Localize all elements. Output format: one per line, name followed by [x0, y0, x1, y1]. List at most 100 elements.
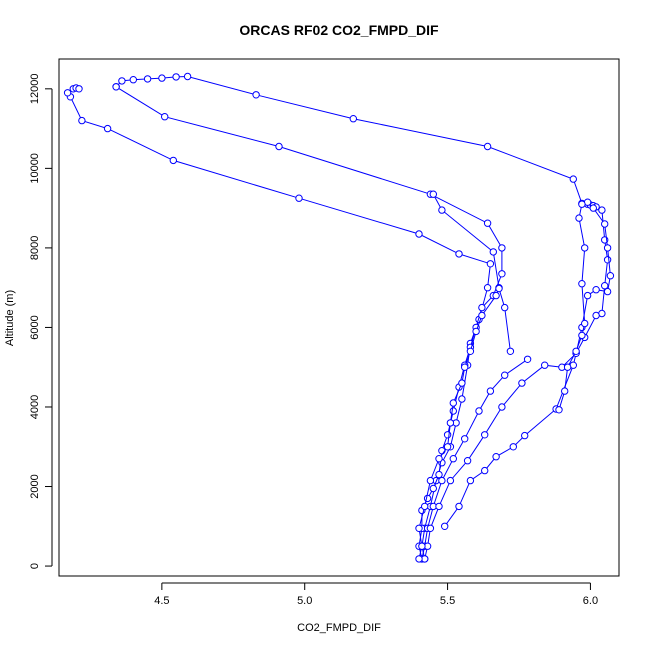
- data-point: [481, 431, 489, 439]
- data-point: [492, 453, 500, 461]
- data-point: [75, 85, 83, 93]
- data-point: [169, 156, 178, 165]
- data-point: [466, 347, 475, 355]
- data-point: [78, 116, 86, 125]
- data-point: [449, 399, 457, 407]
- data-point: [449, 455, 457, 463]
- data-point: [129, 76, 138, 84]
- data-point: [489, 248, 497, 256]
- data-point: [583, 291, 592, 300]
- data-point: [423, 494, 432, 503]
- data-point: [349, 115, 357, 123]
- data-point: [578, 331, 586, 340]
- data-point: [438, 206, 446, 214]
- data-point: [118, 77, 126, 85]
- series-line: [558, 204, 586, 410]
- data-point: [603, 287, 612, 296]
- data-point: [498, 270, 506, 278]
- data-point: [449, 407, 457, 415]
- data-point: [501, 371, 509, 379]
- data-point: [506, 347, 515, 355]
- data-point: [581, 244, 589, 252]
- data-point: [592, 311, 600, 320]
- data-point: [158, 74, 166, 82]
- data-point: [143, 75, 152, 83]
- data-point: [475, 407, 483, 415]
- data-point: [518, 379, 526, 387]
- data-point: [555, 406, 563, 414]
- series-layer: [63, 72, 615, 563]
- data-point: [603, 244, 612, 252]
- data-point: [426, 476, 435, 485]
- data-point: [458, 395, 466, 403]
- data-point: [461, 435, 469, 443]
- data-point: [103, 124, 112, 133]
- data-point: [429, 190, 437, 198]
- data-point: [481, 466, 489, 475]
- data-point: [581, 319, 589, 328]
- data-point: [426, 524, 435, 532]
- series-6: [415, 190, 503, 563]
- data-point: [606, 272, 615, 280]
- data-point: [415, 230, 423, 238]
- data-point: [443, 431, 452, 439]
- data-point: [438, 476, 446, 485]
- data-point: [509, 443, 517, 451]
- y-tick-label: 6000: [29, 315, 41, 339]
- y-axis: 0 2000 4000 6000 8000 10000 12000: [29, 74, 53, 569]
- data-point: [483, 219, 492, 227]
- data-point: [112, 83, 120, 91]
- data-point: [458, 379, 466, 387]
- data-point: [561, 387, 569, 395]
- data-point: [472, 327, 480, 336]
- data-point: [435, 502, 443, 511]
- data-point: [466, 476, 475, 485]
- data-point: [523, 355, 532, 363]
- data-point: [63, 89, 72, 97]
- x-tick-label: 5.5: [440, 595, 455, 607]
- data-point: [501, 303, 509, 312]
- y-tick-label: 2000: [29, 474, 41, 498]
- data-point: [483, 142, 492, 151]
- series-7: [555, 200, 589, 414]
- y-tick-label: 0: [29, 563, 41, 569]
- data-point: [492, 291, 500, 300]
- data-point: [455, 250, 463, 258]
- data-point: [421, 502, 429, 511]
- series-8: [495, 284, 515, 355]
- x-tick-label: 6.0: [583, 595, 598, 607]
- data-point: [498, 403, 506, 411]
- data-point: [438, 447, 446, 455]
- data-point: [463, 457, 472, 465]
- data-point: [455, 502, 463, 511]
- plot-frame: [58, 58, 620, 577]
- data-point: [183, 72, 192, 81]
- chart-title: ORCAS RF02 CO2_FMPD_DIF: [239, 22, 439, 38]
- data-point: [601, 220, 609, 228]
- data-point: [578, 200, 586, 208]
- data-point: [161, 113, 169, 121]
- data-point: [569, 175, 577, 183]
- data-point: [572, 347, 580, 355]
- data-point: [541, 361, 549, 369]
- data-point: [446, 476, 455, 485]
- data-point: [295, 194, 303, 202]
- data-point: [498, 244, 506, 252]
- series-5: [421, 198, 615, 563]
- data-point: [275, 142, 283, 151]
- data-point: [575, 214, 583, 222]
- data-point: [486, 260, 495, 268]
- data-point: [598, 206, 606, 214]
- data-point: [478, 311, 486, 320]
- y-tick-label: 4000: [29, 395, 41, 419]
- data-point: [415, 555, 423, 563]
- data-point: [592, 286, 600, 294]
- y-tick-label: 12000: [29, 74, 41, 105]
- data-point: [603, 256, 612, 264]
- data-point: [435, 470, 443, 479]
- x-axis-label: CO2_FMPD_DIF: [297, 622, 381, 634]
- data-point: [441, 522, 449, 530]
- y-tick-label: 8000: [29, 236, 41, 260]
- data-point: [521, 431, 529, 440]
